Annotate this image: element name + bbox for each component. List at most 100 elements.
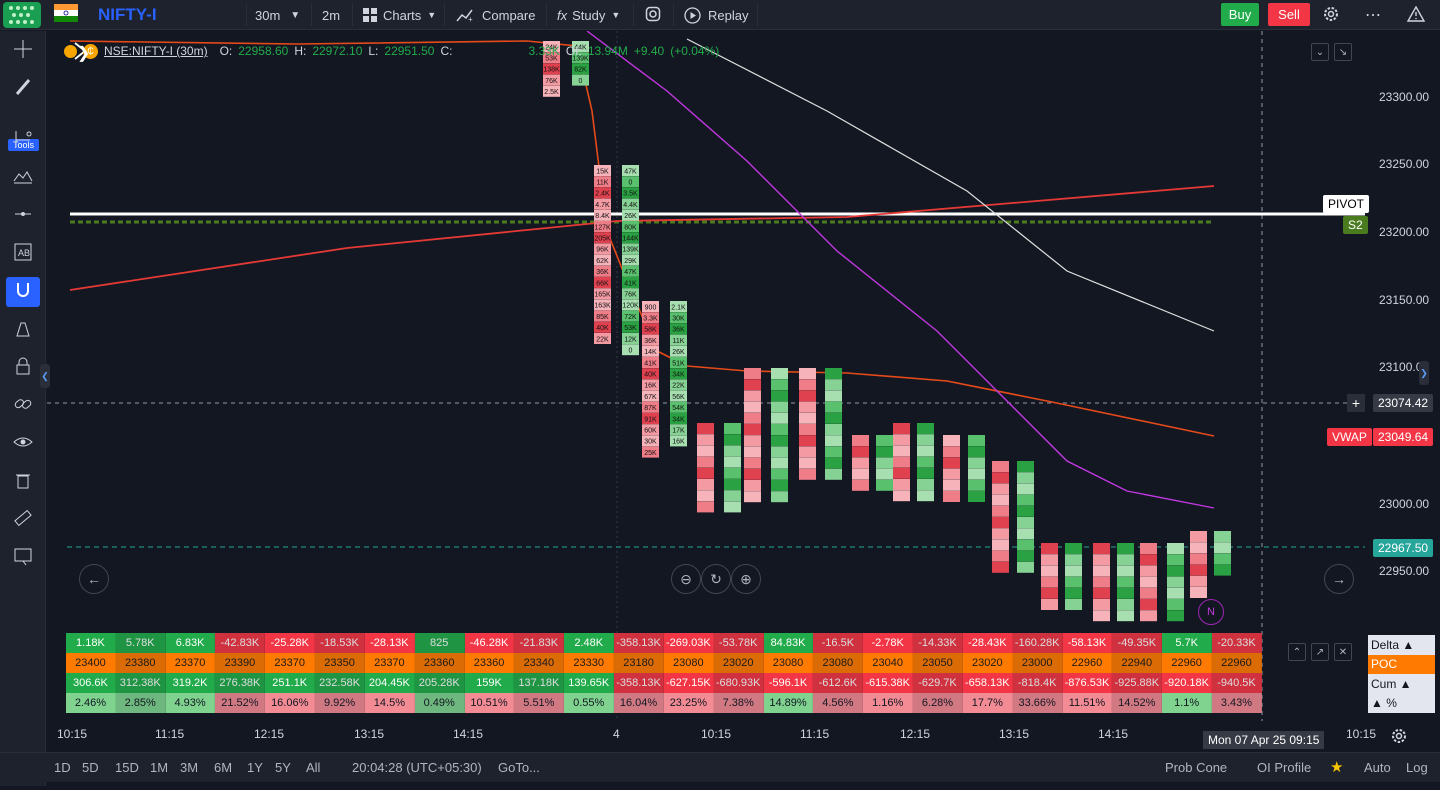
interval-2-button[interactable]: 2m bbox=[322, 7, 341, 23]
text-tool[interactable]: AB bbox=[6, 239, 40, 269]
panel-close-button[interactable]: ✕ bbox=[1334, 643, 1352, 661]
footprint-cell bbox=[697, 467, 714, 479]
collapse-legend-button[interactable]: ⌄ bbox=[1311, 43, 1329, 61]
pattern-tool[interactable] bbox=[6, 163, 40, 193]
pct-side-label[interactable]: ▲ % bbox=[1368, 693, 1435, 713]
sell-button[interactable]: Sell bbox=[1268, 3, 1310, 26]
panel-up-button[interactable]: ⌃ bbox=[1288, 643, 1306, 661]
footprint-cell bbox=[724, 501, 741, 513]
range-6m[interactable]: 6M bbox=[214, 760, 233, 775]
cum-cell: -358.13K bbox=[614, 673, 664, 693]
footprint-cell bbox=[622, 277, 639, 288]
cum-side-label[interactable]: Cum ▲ bbox=[1368, 674, 1435, 694]
footprint-label: 0 bbox=[629, 180, 633, 187]
poc-cell: 23350 bbox=[315, 653, 365, 673]
range-5d[interactable]: 5D bbox=[82, 760, 99, 775]
charts-button[interactable]: Charts ▼ bbox=[362, 0, 436, 30]
footprint-cell bbox=[670, 301, 687, 312]
chart-canvas[interactable]: 15K 11K 2.4K 4.7K 8.4K 127K 205K 96K 62K 36K 66K 16… bbox=[47, 31, 1365, 721]
crosshair-tool[interactable] bbox=[6, 36, 40, 66]
time-axis[interactable]: 10:15 11:15 12:15 13:15 14:15 4 10:15 11… bbox=[47, 722, 1440, 750]
prob-cone-button[interactable]: Prob Cone bbox=[1165, 760, 1228, 775]
trendline-tool[interactable] bbox=[6, 126, 40, 156]
interval-selector[interactable]: 30m ▼ bbox=[255, 0, 300, 30]
lock-tool[interactable] bbox=[6, 353, 40, 383]
visibility-tool[interactable] bbox=[6, 429, 40, 459]
footprint-cell bbox=[799, 390, 816, 402]
settings-button[interactable] bbox=[1322, 0, 1340, 30]
footprint-label: 67K bbox=[644, 394, 657, 401]
delta-side-label[interactable]: Delta ▲ bbox=[1368, 635, 1435, 655]
brush-tool[interactable] bbox=[6, 315, 40, 345]
link-tool[interactable] bbox=[6, 391, 40, 421]
cum-cell: -818.4K bbox=[1012, 673, 1063, 693]
pct-cell: 10.51% bbox=[464, 693, 515, 713]
scroll-right-button[interactable]: → bbox=[1324, 564, 1354, 594]
poc-side-label[interactable]: POC bbox=[1368, 654, 1435, 674]
footprint-cell bbox=[771, 390, 788, 402]
footprint-cell bbox=[543, 74, 560, 86]
camera-button[interactable] bbox=[645, 0, 661, 30]
price-label: 23200.00 bbox=[1379, 225, 1430, 239]
footprint-cell bbox=[992, 528, 1009, 540]
log-scale-button[interactable]: Log bbox=[1406, 760, 1428, 775]
delete-tool[interactable] bbox=[6, 467, 40, 497]
range-all[interactable]: All bbox=[306, 760, 321, 775]
brush-icon bbox=[12, 317, 34, 344]
poc-cell: 22940 bbox=[1112, 653, 1163, 673]
cum-row: 306.6K 312.38K 319.2K 276.38K 251.1K 232.58K 2… bbox=[66, 673, 1262, 693]
legend-symbol[interactable]: NSE:NIFTY-I (30m) bbox=[104, 44, 208, 58]
alert-button[interactable] bbox=[1406, 0, 1426, 30]
ruler-tool[interactable] bbox=[6, 505, 40, 535]
magnet-tool[interactable] bbox=[6, 277, 40, 307]
footprint-cell bbox=[917, 445, 934, 457]
expand-arrow-icon[interactable]: ❯ bbox=[77, 45, 91, 62]
pencil-tool[interactable] bbox=[6, 74, 40, 104]
axis-settings-button[interactable] bbox=[1390, 727, 1408, 750]
range-1y[interactable]: 1Y bbox=[247, 760, 263, 775]
auto-scale-button[interactable]: Auto bbox=[1364, 760, 1391, 775]
oi-profile-button[interactable]: OI Profile bbox=[1257, 760, 1312, 775]
scroll-left-button[interactable]: ← bbox=[79, 564, 109, 594]
range-15d[interactable]: 15D bbox=[115, 760, 139, 775]
range-1m[interactable]: 1M bbox=[150, 760, 169, 775]
news-badge[interactable]: N bbox=[1198, 599, 1224, 625]
measure-tool[interactable] bbox=[6, 543, 40, 573]
poc-cell: 23050 bbox=[913, 653, 963, 673]
range-1d[interactable]: 1D bbox=[54, 760, 71, 775]
footprint-cell bbox=[1041, 599, 1058, 610]
footprint-label: 16K bbox=[672, 439, 685, 446]
study-button[interactable]: fx Study ▼ bbox=[557, 0, 620, 30]
range-5y[interactable]: 5Y bbox=[275, 760, 291, 775]
line-tool[interactable] bbox=[6, 201, 40, 231]
price-axis[interactable]: 23300.00 23250.00 23200.00 23150.00 2310… bbox=[1323, 31, 1440, 721]
symbol-name[interactable]: NIFTY-I bbox=[98, 5, 157, 24]
poc-cell: 23370 bbox=[165, 653, 216, 673]
panel-maximize-button[interactable]: ↗ bbox=[1311, 643, 1329, 661]
footprint-label: 0 bbox=[579, 78, 583, 85]
crosshair-plus-button[interactable]: + bbox=[1347, 394, 1365, 412]
minimize-button[interactable]: ↘ bbox=[1334, 43, 1352, 61]
footprint-cell bbox=[1065, 565, 1082, 577]
replay-button[interactable]: Replay bbox=[684, 0, 748, 30]
footprint-cell bbox=[825, 435, 842, 447]
star-button[interactable]: ★ bbox=[1330, 758, 1343, 776]
more-button[interactable]: ⋯ bbox=[1365, 0, 1382, 30]
footprint-label: 139K bbox=[572, 56, 589, 63]
compare-button[interactable]: + Compare bbox=[456, 0, 535, 30]
collapse-toolbar-handle[interactable]: ❮ bbox=[40, 364, 50, 388]
scale-handle-right[interactable]: ❯ bbox=[1419, 361, 1429, 385]
footprint-label: 56K bbox=[672, 394, 685, 401]
compare-label: Compare bbox=[482, 7, 536, 23]
app-logo[interactable] bbox=[3, 2, 41, 28]
clock-display[interactable]: 20:04:28 (UTC+05:30) bbox=[352, 760, 482, 775]
buy-button[interactable]: Buy bbox=[1221, 3, 1259, 26]
range-3m[interactable]: 3M bbox=[180, 760, 199, 775]
zoom-in-button[interactable]: ⊕ bbox=[731, 564, 761, 594]
goto-button[interactable]: GoTo... bbox=[498, 760, 540, 775]
zoom-out-button[interactable]: ⊖ bbox=[671, 564, 701, 594]
footprint-cell bbox=[622, 265, 639, 277]
footprint-cell bbox=[825, 457, 842, 469]
footprint-cell bbox=[917, 456, 934, 468]
reset-zoom-button[interactable]: ↻ bbox=[701, 564, 731, 594]
